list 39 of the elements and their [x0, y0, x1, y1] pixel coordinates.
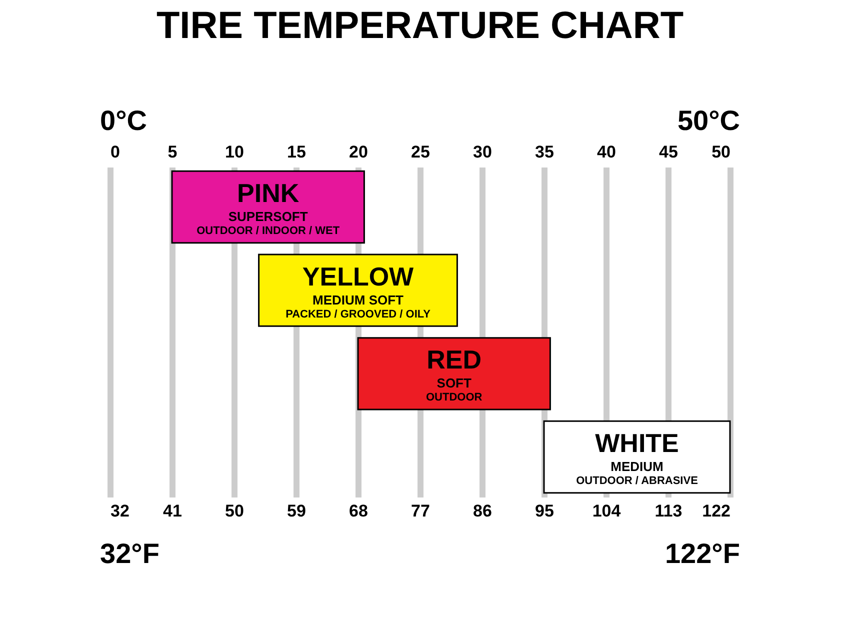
text: 0°C — [100, 105, 147, 136]
x-tick-label: 104 — [592, 502, 622, 520]
annotation: SUPERSOFT — [228, 209, 308, 224]
annotation: SOFT — [436, 376, 472, 391]
x2-tick-label: 0 — [110, 142, 120, 162]
x-tick-label: 77 — [411, 502, 430, 520]
x2-tick-label: 5 — [168, 142, 178, 162]
x2-tick-label: 35 — [535, 142, 554, 162]
x-tick-label: 122 — [702, 502, 730, 520]
text: 32°F — [100, 538, 160, 569]
x-tick-label: 59 — [287, 502, 306, 520]
x-tick-label: 41 — [163, 502, 182, 520]
y-tick-label: YELLOW — [302, 261, 414, 292]
x2-tick-label: 15 — [287, 142, 306, 162]
x-tick-label: 86 — [473, 502, 492, 520]
x2-tick-label: 40 — [597, 142, 616, 162]
x2-tick-label: 45 — [659, 142, 678, 162]
y-tick-label: WHITE — [595, 428, 679, 458]
y-tick-label: RED — [426, 344, 482, 375]
x-tick-label: 113 — [654, 502, 682, 520]
x2-tick-label: 50 — [712, 142, 730, 162]
x2-tick-label: 30 — [473, 142, 492, 162]
x-tick-label: 95 — [535, 502, 554, 520]
x2-tick-label: 25 — [411, 142, 430, 162]
x-tick-label: 32 — [110, 502, 130, 520]
x2-tick-label: 10 — [225, 142, 244, 162]
annotation: OUTDOOR / INDOOR / WET — [196, 225, 340, 237]
annotation: OUTDOOR / ABRASIVE — [576, 475, 698, 487]
annotation: OUTDOOR — [426, 392, 482, 404]
chart-title: TIRE TEMPERATURE CHART — [156, 5, 684, 47]
x-tick-label: 68 — [349, 502, 368, 520]
annotation: MEDIUM — [610, 459, 664, 474]
annotation: MEDIUM SOFT — [312, 292, 404, 308]
x2-tick-label: 20 — [349, 142, 368, 162]
text: 50°C — [677, 105, 740, 136]
x-tick-label: 50 — [225, 502, 244, 520]
text: 122°F — [664, 538, 740, 569]
annotation: PACKED / GROOVED / OILY — [286, 308, 432, 320]
y-tick-label: PINK — [237, 178, 300, 208]
